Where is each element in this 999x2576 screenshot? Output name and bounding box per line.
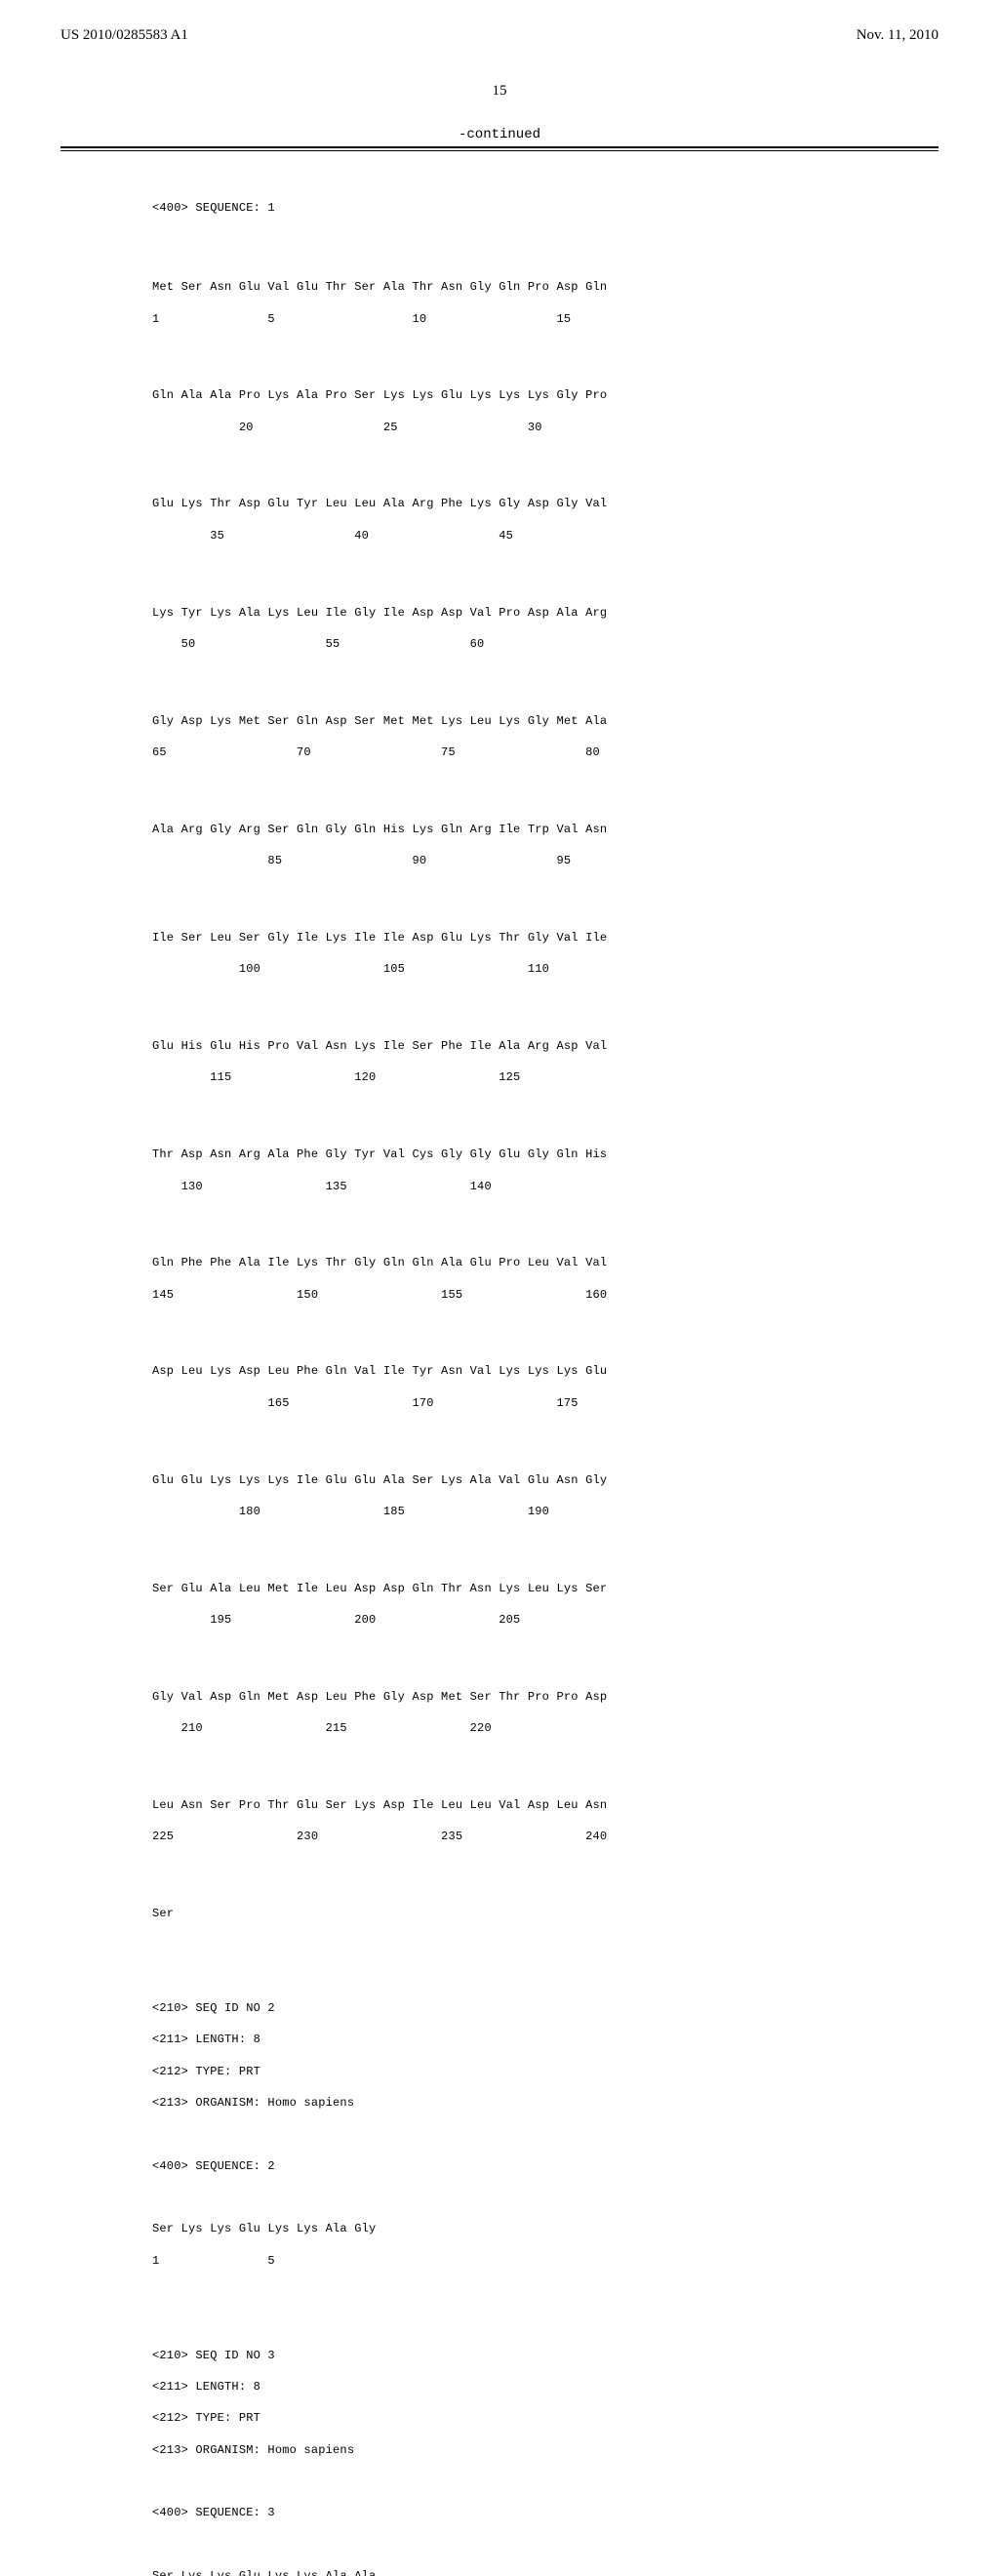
amino-acid-line: Ala Arg Gly Arg Ser Gln Gly Gln His Lys … <box>152 822 999 837</box>
sequence-row: Gly Asp Lys Met Ser Gln Asp Ser Met Met … <box>152 697 999 776</box>
sequence-row: Ser <box>152 1890 999 1938</box>
amino-acid-line: Gly Asp Lys Met Ser Gln Asp Ser Met Met … <box>152 713 999 729</box>
divider-thick <box>60 146 939 148</box>
sequence-block: <400> SEQUENCE: 1 <box>152 184 999 232</box>
sequence-row: Ile Ser Leu Ser Gly Ile Lys Ile Ile Asp … <box>152 914 999 993</box>
publication-date: Nov. 11, 2010 <box>857 27 939 44</box>
position-line: 1 5 10 15 <box>152 311 999 327</box>
sequence-row: Gln Ala Ala Pro Lys Ala Pro Ser Lys Lys … <box>152 372 999 451</box>
meta-line: <211> LENGTH: 8 <box>152 2032 999 2047</box>
sequence-row: Gln Phe Phe Ala Ile Lys Thr Gly Gln Gln … <box>152 1239 999 1318</box>
amino-acid-line: Ser Glu Ala Leu Met Ile Leu Asp Asp Gln … <box>152 1581 999 1596</box>
amino-acid-line: Leu Asn Ser Pro Thr Glu Ser Lys Asp Ile … <box>152 1797 999 1813</box>
sequence-header: <400> SEQUENCE: 3 <box>152 2505 999 2520</box>
meta-line: <210> SEQ ID NO 3 <box>152 2348 999 2363</box>
position-line: 20 25 30 <box>152 420 999 435</box>
position-line: 1 5 <box>152 2253 999 2269</box>
amino-acid-line: Ser Lys Lys Glu Lys Lys Ala Ala <box>152 2568 999 2576</box>
sequence-row: Asp Leu Lys Asp Leu Phe Gln Val Ile Tyr … <box>152 1348 999 1427</box>
amino-acid-line: Ser <box>152 1906 999 1921</box>
amino-acid-line: Asp Leu Lys Asp Leu Phe Gln Val Ile Tyr … <box>152 1363 999 1379</box>
sequence-header: <400> SEQUENCE: 2 <box>152 2158 999 2174</box>
amino-acid-line: Gln Phe Phe Ala Ile Lys Thr Gly Gln Gln … <box>152 1255 999 1270</box>
amino-acid-line: Glu His Glu His Pro Val Asn Lys Ile Ser … <box>152 1038 999 1054</box>
amino-acid-line: Ile Ser Leu Ser Gly Ile Lys Ile Ile Asp … <box>152 930 999 946</box>
position-line: 115 120 125 <box>152 1069 999 1085</box>
sequence-row: Met Ser Asn Glu Val Glu Thr Ser Ala Thr … <box>152 263 999 342</box>
meta-line: <212> TYPE: PRT <box>152 2410 999 2426</box>
position-line: 130 135 140 <box>152 1179 999 1194</box>
amino-acid-line: Ser Lys Lys Glu Lys Lys Ala Gly <box>152 2221 999 2236</box>
position-line: 210 215 220 <box>152 1720 999 1736</box>
sequence-row: Glu Lys Thr Asp Glu Tyr Leu Leu Ala Arg … <box>152 480 999 559</box>
position-line: 65 70 75 80 <box>152 745 999 760</box>
sequence-row: Lys Tyr Lys Ala Lys Leu Ile Gly Ile Asp … <box>152 588 999 667</box>
amino-acid-line: Thr Asp Asn Arg Ala Phe Gly Tyr Val Cys … <box>152 1147 999 1162</box>
sequence-row: Leu Asn Ser Pro Thr Glu Ser Lys Asp Ile … <box>152 1782 999 1861</box>
sequence-row: Glu Glu Lys Lys Lys Ile Glu Glu Ala Ser … <box>152 1456 999 1535</box>
sequence-row: Ser Lys Lys Glu Lys Lys Ala Ala 1 5 <box>152 2553 999 2576</box>
position-line: 180 185 190 <box>152 1504 999 1519</box>
position-line: 35 40 45 <box>152 528 999 543</box>
meta-line: <213> ORGANISM: Homo sapiens <box>152 2442 999 2458</box>
sequence-header: <400> SEQUENCE: 1 <box>152 200 999 216</box>
position-line: 165 170 175 <box>152 1395 999 1411</box>
continued-label: -continued <box>0 127 999 142</box>
meta-line: <211> LENGTH: 8 <box>152 2379 999 2395</box>
sequence-row: Ser Glu Ala Leu Met Ile Leu Asp Asp Gln … <box>152 1564 999 1643</box>
meta-line: <210> SEQ ID NO 2 <box>152 2000 999 2016</box>
position-line: 85 90 95 <box>152 853 999 868</box>
sequence-listing: <400> SEQUENCE: 1 Met Ser Asn Glu Val Gl… <box>152 169 999 2576</box>
position-line: 195 200 205 <box>152 1612 999 1628</box>
amino-acid-line: Glu Lys Thr Asp Glu Tyr Leu Leu Ala Arg … <box>152 496 999 511</box>
sequence-meta: <210> SEQ ID NO 3 <211> LENGTH: 8 <212> … <box>152 2331 999 2474</box>
sequence-meta: <210> SEQ ID NO 2 <211> LENGTH: 8 <212> … <box>152 1985 999 2127</box>
amino-acid-line: Met Ser Asn Glu Val Glu Thr Ser Ala Thr … <box>152 279 999 295</box>
position-line: 225 230 235 240 <box>152 1829 999 1844</box>
sequence-row: Thr Asp Asn Arg Ala Phe Gly Tyr Val Cys … <box>152 1131 999 1210</box>
divider-thin <box>60 150 939 151</box>
publication-number: US 2010/0285583 A1 <box>60 27 188 44</box>
sequence-row: Gly Val Asp Gln Met Asp Leu Phe Gly Asp … <box>152 1673 999 1752</box>
amino-acid-line: Gly Val Asp Gln Met Asp Leu Phe Gly Asp … <box>152 1689 999 1705</box>
amino-acid-line: Gln Ala Ala Pro Lys Ala Pro Ser Lys Lys … <box>152 387 999 403</box>
position-line: 145 150 155 160 <box>152 1287 999 1303</box>
sequence-row: Ala Arg Gly Arg Ser Gln Gly Gln His Lys … <box>152 806 999 885</box>
page-number: 15 <box>0 83 999 100</box>
page-header: US 2010/0285583 A1 Nov. 11, 2010 <box>0 0 999 44</box>
sequence-row: Glu His Glu His Pro Val Asn Lys Ile Ser … <box>152 1023 999 1102</box>
amino-acid-line: Glu Glu Lys Lys Lys Ile Glu Glu Ala Ser … <box>152 1472 999 1488</box>
amino-acid-line: Lys Tyr Lys Ala Lys Leu Ile Gly Ile Asp … <box>152 605 999 621</box>
meta-line: <212> TYPE: PRT <box>152 2064 999 2079</box>
position-line: 100 105 110 <box>152 961 999 977</box>
position-line: 50 55 60 <box>152 636 999 652</box>
sequence-row: Ser Lys Lys Glu Lys Lys Ala Gly 1 5 <box>152 2205 999 2284</box>
meta-line: <213> ORGANISM: Homo sapiens <box>152 2095 999 2111</box>
